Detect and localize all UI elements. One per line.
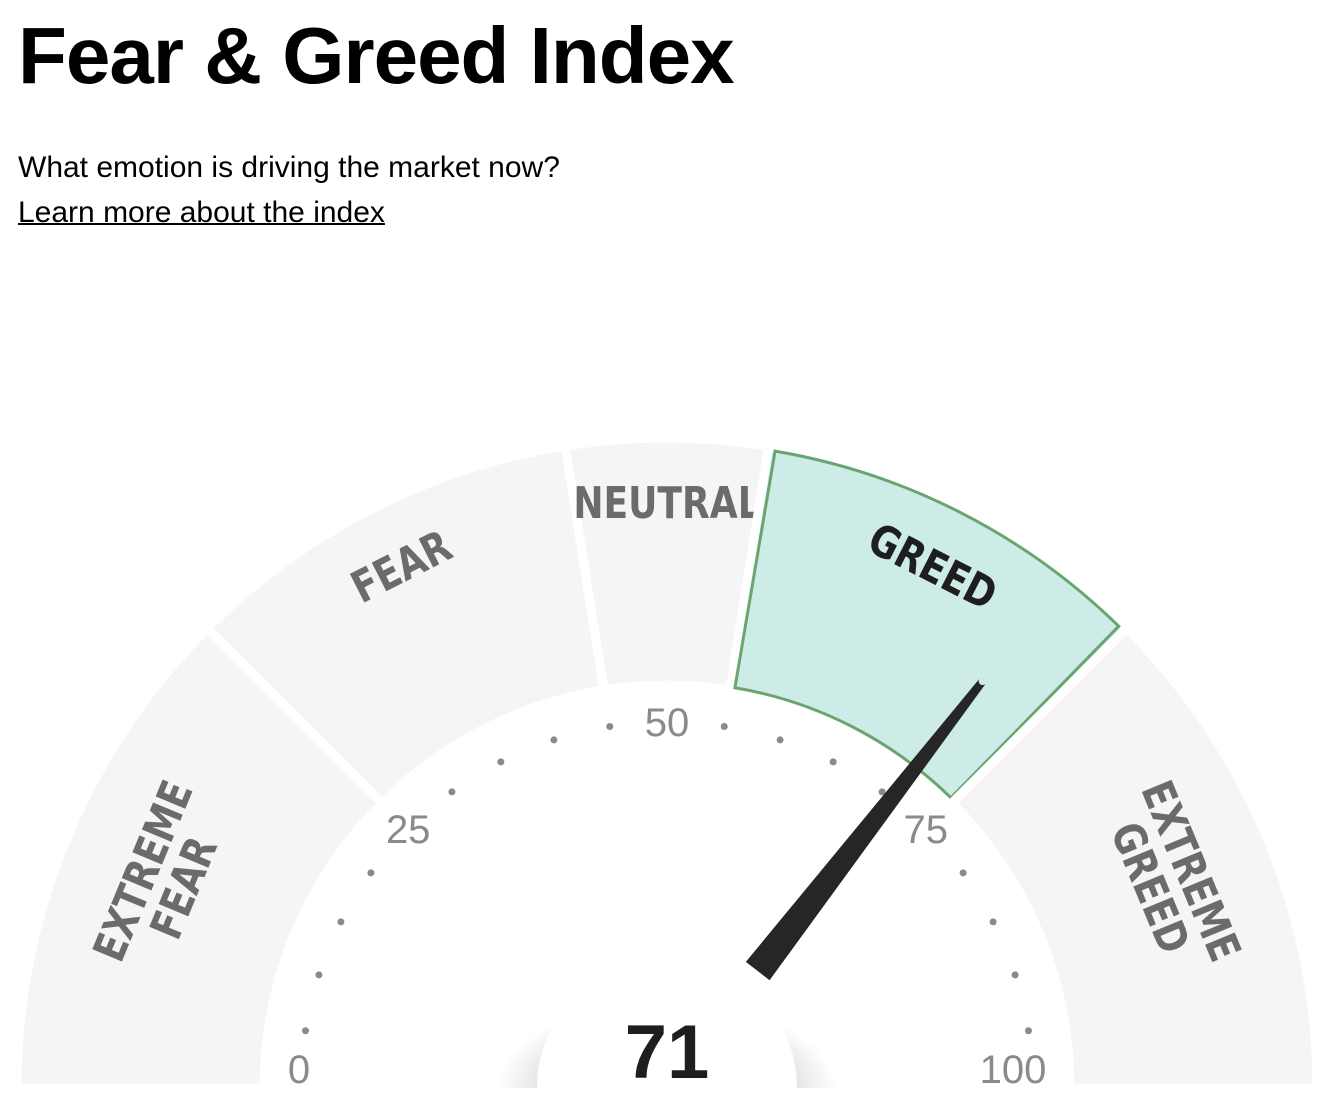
segment-label-neutral: NEUTRAL [573,479,760,529]
tick-dot [367,869,375,877]
tick-label-25: 25 [386,808,431,852]
tick-dot [448,788,456,796]
tick-dot [1024,1027,1032,1035]
tick-dot [550,736,558,744]
tick-label-100: 100 [980,1048,1047,1092]
tick-label-75: 75 [904,808,949,852]
tick-label-0: 0 [288,1048,310,1092]
tick-dot [959,869,967,877]
tick-dot [302,1027,310,1035]
page-title: Fear & Greed Index [18,11,735,100]
tick-dot [497,758,505,766]
subtitle: What emotion is driving the market now? [18,151,560,184]
tick-dot [776,736,784,744]
tick-dot [720,723,728,731]
needle [745,678,986,981]
learn-more-link[interactable]: Learn more about the index [18,196,385,229]
segment-greed-highlight [733,449,1121,800]
tick-dot [989,918,997,926]
segment-extreme-greed [945,622,1322,1088]
segment-extreme-fear [12,622,389,1088]
tick-dot [829,758,837,766]
segment-label-line: NEUTRAL [573,479,760,529]
tick-label-50: 50 [645,701,690,745]
tick-dot [1011,971,1019,979]
center-circle [537,958,797,1088]
tick-dot [337,918,345,926]
tick-dot [315,971,323,979]
index-value: 71 [625,1010,710,1095]
tick-dot [878,788,886,796]
tick-dot [606,723,614,731]
